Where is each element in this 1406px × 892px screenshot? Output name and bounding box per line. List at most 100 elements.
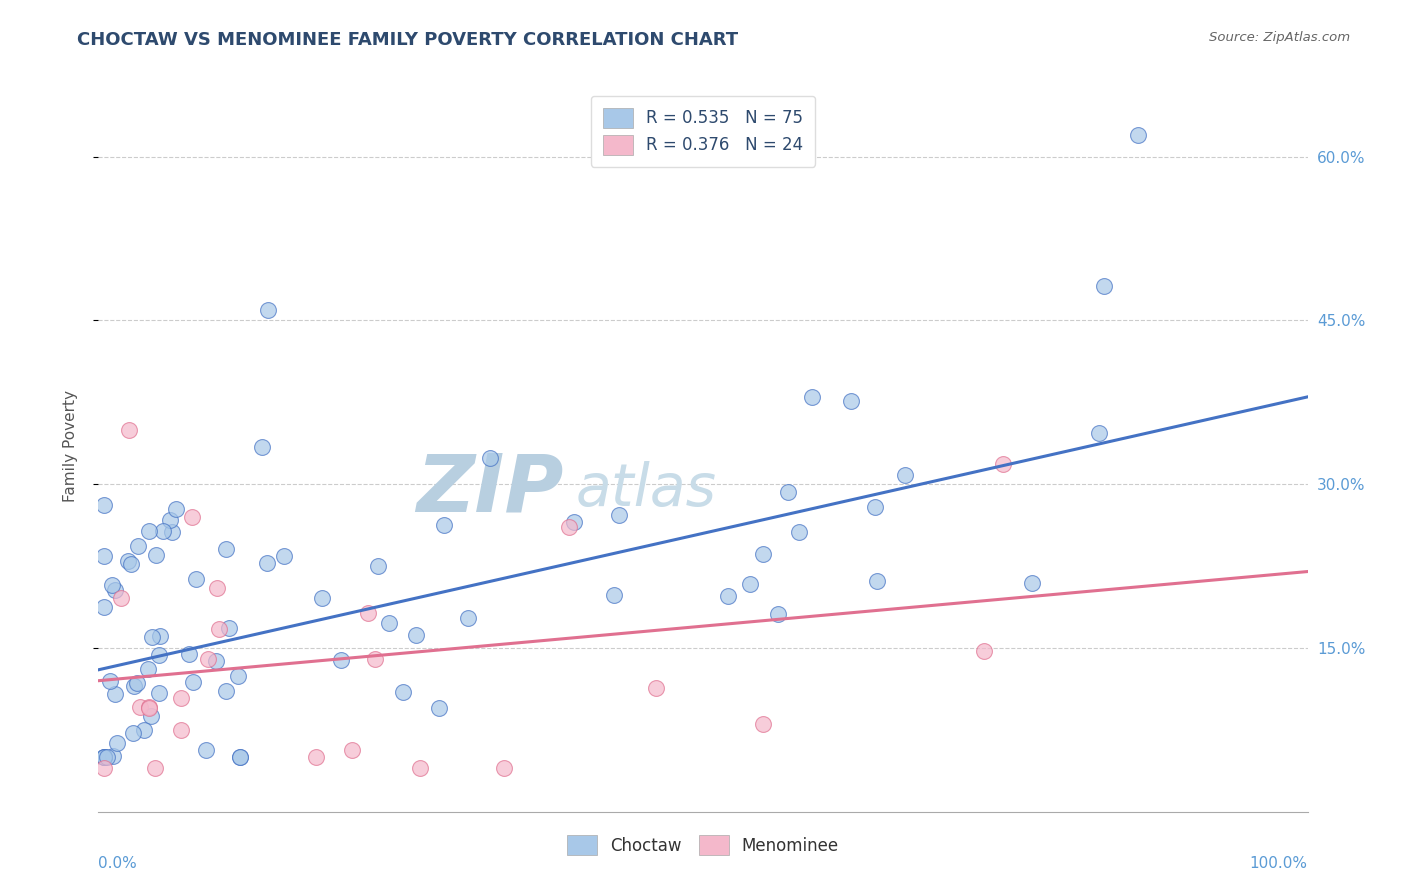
Point [479,451,502,466]
Point [117,554,139,568]
Point [342,743,364,757]
Point [205,581,228,595]
Point [645,681,668,695]
Point [93,750,115,764]
Point [305,750,328,764]
Point [170,723,193,737]
Point [752,717,775,731]
Point [104,582,127,597]
Point [787,525,810,540]
Text: Source: ZipAtlas.com: Source: ZipAtlas.com [1209,31,1350,45]
Point [104,687,127,701]
Point [93,750,115,764]
Point [100,673,122,688]
Point [105,736,128,750]
Point [215,683,238,698]
Point [160,524,183,539]
Point [894,467,917,482]
Point [405,628,427,642]
Point [186,572,208,586]
Point [177,647,200,661]
Point [357,606,380,620]
Point [180,510,202,524]
Point [195,743,218,757]
Point [101,578,124,592]
Point [330,653,353,667]
Point [101,748,124,763]
Y-axis label: Family Poverty: Family Poverty [63,390,77,502]
Point [215,542,238,557]
Point [159,513,181,527]
Text: 100.0%: 100.0% [1250,855,1308,871]
Point [1092,279,1115,293]
Point [148,648,170,663]
Point [93,750,115,764]
Point [139,709,162,723]
Point [311,591,333,606]
Point [129,699,152,714]
Point [738,576,761,591]
Point [752,547,775,561]
Point [143,761,166,775]
Point [122,725,145,739]
Point [562,516,585,530]
Point [165,502,187,516]
Point [138,524,160,539]
Point [378,616,401,631]
Text: atlas: atlas [576,461,717,518]
Point [1021,575,1043,590]
Point [973,644,995,658]
Point [138,700,160,714]
Point [118,423,141,437]
Point [427,701,450,715]
Text: CHOCTAW VS MENOMINEE FAMILY POVERTY CORRELATION CHART: CHOCTAW VS MENOMINEE FAMILY POVERTY CORR… [77,31,738,49]
Point [228,750,250,764]
Point [717,590,740,604]
Point [800,390,823,404]
Point [136,662,159,676]
Point [125,675,148,690]
Point [866,574,889,589]
Point [776,484,799,499]
Point [93,498,115,512]
Point [149,629,172,643]
Point [273,549,295,563]
Point [138,701,160,715]
Point [181,675,204,690]
Point [256,556,278,570]
Point [93,600,115,615]
Point [409,761,432,775]
Text: ZIP: ZIP [416,450,564,529]
Point [148,686,170,700]
Point [228,669,250,683]
Point [993,457,1015,471]
Text: 0.0%: 0.0% [98,855,138,871]
Point [863,500,886,514]
Point [218,621,240,635]
Point [127,539,149,553]
Point [145,548,167,562]
Point [197,652,219,666]
Legend: Choctaw, Menominee: Choctaw, Menominee [561,829,845,862]
Point [494,761,516,775]
Point [93,761,115,775]
Point [208,622,231,636]
Point [1128,128,1150,142]
Point [364,652,387,666]
Point [766,607,789,621]
Point [607,508,630,523]
Point [141,631,163,645]
Point [1088,425,1111,440]
Point [93,549,115,564]
Point [96,750,118,764]
Point [602,588,624,602]
Point [367,559,389,574]
Point [229,750,252,764]
Point [256,302,278,317]
Point [391,685,413,699]
Point [132,723,155,737]
Point [121,558,143,572]
Point [110,591,132,606]
Point [839,393,862,408]
Point [152,524,174,539]
